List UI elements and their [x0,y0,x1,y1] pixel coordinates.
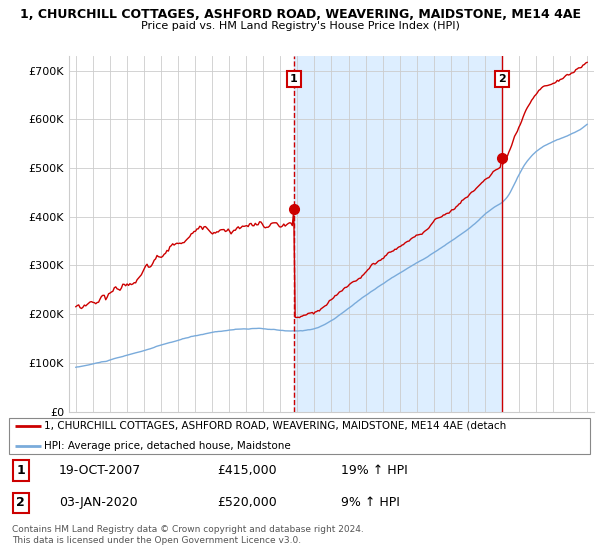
Text: 1: 1 [290,74,298,84]
Text: 1: 1 [16,464,25,477]
Text: 03-JAN-2020: 03-JAN-2020 [59,496,137,509]
Text: Price paid vs. HM Land Registry's House Price Index (HPI): Price paid vs. HM Land Registry's House … [140,21,460,31]
Text: Contains HM Land Registry data © Crown copyright and database right 2024.
This d: Contains HM Land Registry data © Crown c… [12,525,364,545]
Text: 1, CHURCHILL COTTAGES, ASHFORD ROAD, WEAVERING, MAIDSTONE, ME14 4AE: 1, CHURCHILL COTTAGES, ASHFORD ROAD, WEA… [19,8,581,21]
Text: HPI: Average price, detached house, Maidstone: HPI: Average price, detached house, Maid… [44,441,291,451]
FancyBboxPatch shape [9,418,590,454]
Text: 2: 2 [498,74,506,84]
Bar [294,56,502,412]
Text: 1, CHURCHILL COTTAGES, ASHFORD ROAD, WEAVERING, MAIDSTONE, ME14 4AE (detach: 1, CHURCHILL COTTAGES, ASHFORD ROAD, WEA… [44,421,506,431]
Text: £415,000: £415,000 [218,464,277,477]
Text: 9% ↑ HPI: 9% ↑ HPI [341,496,400,509]
Text: 19-OCT-2007: 19-OCT-2007 [59,464,141,477]
Text: £520,000: £520,000 [218,496,277,509]
Text: 2: 2 [16,496,25,509]
Text: 19% ↑ HPI: 19% ↑ HPI [341,464,408,477]
